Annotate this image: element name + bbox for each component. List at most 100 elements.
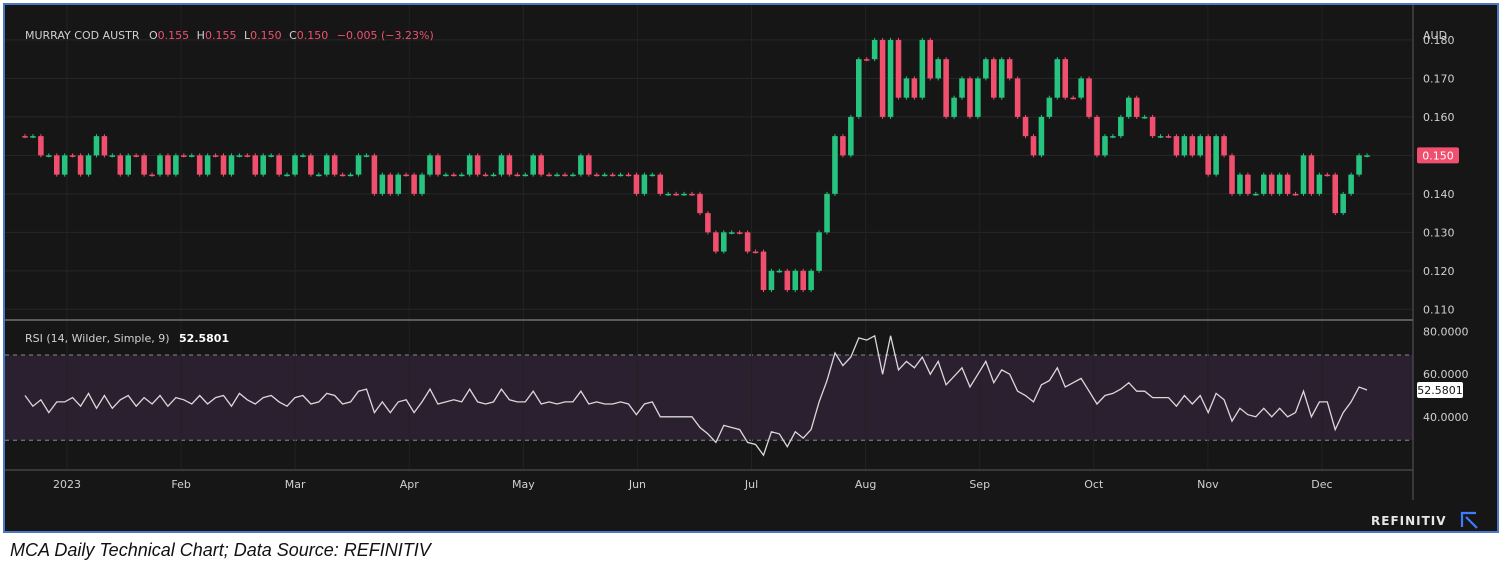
candle-body	[562, 174, 568, 177]
svg-text:52.5801: 52.5801	[1417, 384, 1463, 397]
candle-body	[165, 155, 171, 175]
candle-body	[721, 232, 727, 252]
candle-body	[1118, 116, 1124, 137]
candle-body	[919, 39, 926, 98]
candle-body	[1110, 136, 1116, 138]
candle-body	[466, 155, 473, 175]
candle-body	[260, 155, 267, 175]
refinitiv-logo-icon	[1460, 511, 1478, 529]
candle-body	[395, 174, 401, 194]
candle-body	[1253, 193, 1259, 196]
candle-body	[363, 155, 370, 157]
candle-body	[935, 59, 941, 79]
candle-body	[371, 155, 378, 194]
candle-body	[22, 136, 28, 138]
close-value: 0.150	[297, 29, 329, 42]
candle-body	[347, 174, 354, 177]
candle-body	[1094, 116, 1100, 156]
candle-body	[443, 174, 449, 177]
price-header: MURRAY COD AUSTR O0.155 H0.155 L0.150 C0…	[25, 29, 434, 42]
candle-body	[403, 174, 409, 177]
time-tick-label: Mar	[285, 478, 306, 491]
candle-body	[1276, 174, 1283, 194]
time-tick-label: Aug	[855, 478, 876, 491]
candle-body	[673, 193, 679, 196]
candle-body	[657, 174, 664, 194]
price-tick-label: 0.160	[1423, 111, 1455, 124]
rsi-line	[24, 334, 1368, 457]
candle-body	[308, 155, 314, 175]
candle-body	[1316, 174, 1323, 194]
candle-body	[1070, 97, 1076, 100]
candle-body	[863, 59, 870, 61]
candle-body	[903, 78, 910, 98]
candle-body	[1245, 174, 1251, 194]
candle-body	[784, 270, 791, 291]
figure-caption: MCA Daily Technical Chart; Data Source: …	[10, 540, 431, 560]
candle-body	[554, 174, 560, 177]
candle-body	[768, 270, 775, 291]
candle-body	[284, 174, 290, 177]
candle-body	[109, 155, 116, 157]
rsi-tick-label: 60.0000	[1423, 368, 1469, 381]
candle-body	[212, 155, 219, 157]
candle-body	[117, 155, 124, 175]
candle-body	[609, 174, 616, 177]
time-tick-label: Oct	[1084, 478, 1104, 491]
candle-body	[681, 193, 687, 196]
symbol-label: MURRAY COD AUSTR	[25, 29, 140, 42]
candle-body	[1268, 174, 1275, 194]
candle-body	[705, 213, 711, 233]
high-value: 0.155	[205, 29, 237, 42]
candle-body	[300, 155, 306, 157]
candle-body	[1197, 136, 1204, 156]
candle-body	[951, 97, 957, 117]
price-tick-label: 0.110	[1423, 303, 1455, 316]
time-axis[interactable]: 2023 Feb Mar Apr May Jun Jul Aug Sep Oct Nov Dec	[53, 478, 1333, 491]
candle-body	[1300, 155, 1307, 194]
candle-body	[665, 193, 671, 196]
candle-body	[991, 59, 997, 98]
candle-body	[1165, 136, 1172, 138]
candle-body	[1221, 136, 1227, 156]
candle-body	[1260, 174, 1267, 194]
rsi-header: RSI (14, Wilder, Simple, 9) 52.5801	[25, 332, 229, 345]
price-tick-label: 0.180	[1423, 34, 1455, 47]
candle-body	[744, 232, 751, 252]
candle-body	[181, 155, 187, 157]
candle-body	[1054, 59, 1061, 98]
chart-window: 0.110 0.120 0.130 0.140 0.150 0.160 0.170 0.180…	[3, 3, 1499, 533]
time-tick-label: May	[512, 478, 535, 491]
candle-body	[943, 59, 949, 117]
candle-body	[1006, 59, 1013, 79]
candlestick-series	[22, 37, 1370, 293]
candle-body	[474, 155, 481, 175]
price-axis: 0.110 0.120 0.130 0.140 0.150 0.160 0.170 0.180	[1423, 34, 1455, 316]
candle-body	[46, 155, 52, 157]
high-label: H	[197, 29, 205, 42]
candle-body	[879, 39, 886, 117]
candle-body	[927, 39, 934, 79]
candle-body	[1324, 174, 1331, 177]
candle-body	[1038, 116, 1045, 156]
candle-body	[61, 155, 68, 175]
candle-body	[1062, 59, 1069, 98]
candle-body	[252, 155, 259, 175]
candle-body	[173, 155, 179, 175]
candle-body	[1133, 97, 1140, 117]
candle-body	[808, 270, 814, 291]
candle-body	[887, 39, 894, 117]
candle-body	[427, 155, 433, 175]
time-tick-label: Sep	[969, 478, 990, 491]
currency-label: AUD	[1423, 29, 1447, 42]
candle-body	[728, 232, 735, 234]
candle-body	[1213, 136, 1219, 175]
candle-body	[228, 155, 235, 175]
candle-body	[760, 251, 767, 291]
candle-body	[141, 155, 147, 175]
rsi-label: RSI (14, Wilder, Simple, 9)	[25, 332, 170, 345]
time-tick-label: Nov	[1197, 478, 1219, 491]
candle-body	[538, 155, 544, 175]
candle-body	[1348, 174, 1354, 194]
rsi-axis: 40.0000 60.0000 80.0000	[1423, 326, 1469, 424]
